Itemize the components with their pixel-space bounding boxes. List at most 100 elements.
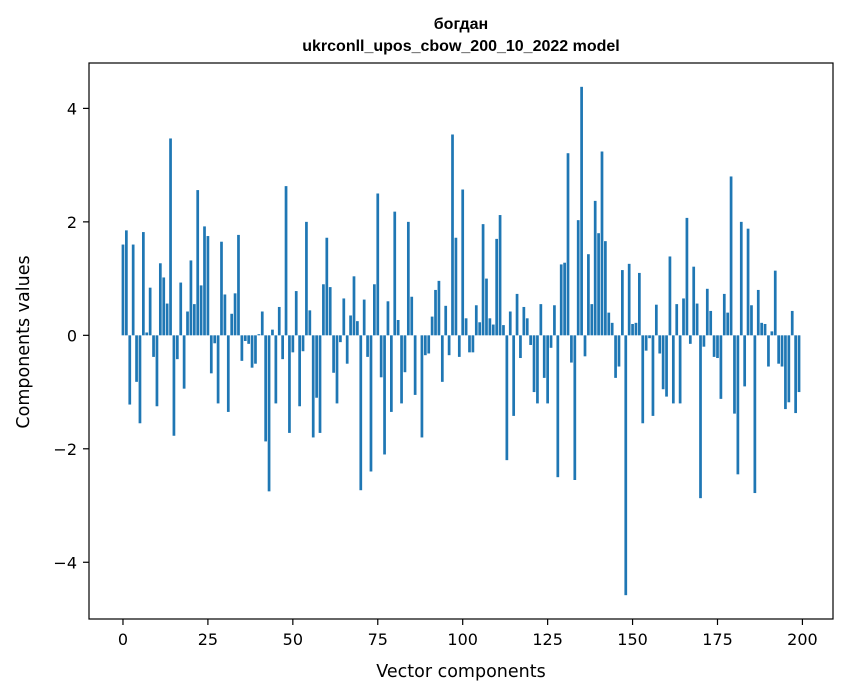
chart-title: богдан ukrconll_upos_cbow_200_10_2022 mo…	[302, 16, 619, 55]
bar-161	[668, 256, 672, 336]
bar-185	[750, 305, 753, 336]
y-axis-ticks: −4 −2 0 2 4	[53, 99, 89, 572]
bar-16	[175, 335, 179, 360]
bar-176	[719, 335, 723, 399]
bar-39	[254, 335, 257, 364]
bar-140	[597, 233, 600, 336]
bar-68	[352, 276, 356, 336]
bar-25	[206, 236, 210, 336]
bar-75	[376, 193, 380, 336]
bar-66	[345, 335, 349, 364]
bar-157	[654, 304, 658, 336]
bar-73	[369, 335, 373, 472]
bar-80	[393, 211, 397, 336]
bar-63	[335, 335, 339, 404]
bar-84	[406, 221, 410, 336]
bar-136	[583, 335, 587, 357]
bar-97	[451, 134, 454, 336]
bar-113	[505, 335, 509, 461]
bar-91	[430, 316, 434, 336]
bar-164	[678, 335, 682, 404]
bar-31	[226, 335, 230, 412]
bar-181	[736, 335, 740, 475]
bar-60	[325, 237, 329, 336]
bar-183	[743, 335, 747, 387]
bar-82	[400, 335, 403, 404]
bar-28	[216, 335, 220, 404]
bar-54	[305, 221, 308, 336]
bar-6	[142, 232, 145, 336]
bar-111	[498, 215, 502, 336]
bar-17	[179, 282, 183, 336]
bar-93	[437, 280, 441, 336]
bar-62	[332, 335, 335, 373]
bar-124	[542, 335, 546, 378]
bar-98	[454, 237, 458, 336]
bar-191	[770, 331, 774, 336]
bar-30	[223, 294, 227, 336]
bar-26	[209, 335, 213, 374]
bar-168	[692, 266, 696, 336]
bar-182	[739, 221, 743, 336]
bar-11	[158, 263, 162, 336]
bar-144	[610, 322, 614, 336]
bar-71	[362, 299, 366, 336]
bar-34	[237, 234, 240, 336]
bar-150	[631, 323, 634, 336]
bar-173	[709, 310, 713, 336]
bar-148	[624, 335, 628, 596]
y-tick-label: 2	[67, 213, 77, 232]
bar-123	[539, 304, 543, 336]
chart-title-line-1: богдан	[434, 16, 488, 33]
bar-130	[563, 262, 566, 336]
y-tick-label: 0	[67, 326, 77, 345]
bar-152	[638, 272, 641, 336]
bar-47	[281, 335, 284, 360]
bar-108	[488, 318, 492, 336]
bar-153	[641, 335, 645, 424]
bar-18	[182, 335, 186, 389]
bar-83	[403, 335, 407, 373]
bar-116	[515, 293, 519, 336]
bar-36	[243, 335, 247, 341]
bar-102	[468, 335, 471, 353]
bar-194	[780, 335, 784, 367]
bar-79	[390, 335, 393, 412]
bar-23	[199, 285, 203, 336]
bar-52	[298, 335, 301, 407]
bar-7	[145, 332, 149, 336]
bar-110	[495, 238, 499, 336]
bar-122	[536, 335, 539, 404]
bar-19	[186, 311, 189, 336]
bar-138	[590, 304, 594, 336]
bar-190	[767, 335, 770, 367]
bar-42	[264, 335, 268, 442]
bar-48	[284, 186, 288, 336]
bar-0	[121, 244, 125, 336]
bar-151	[634, 322, 638, 336]
bar-21	[192, 304, 196, 336]
bar-169	[695, 303, 699, 336]
bar-141	[600, 151, 604, 336]
bar-106	[481, 224, 485, 336]
bar-72	[366, 335, 369, 357]
bar-193	[777, 335, 780, 364]
bar-99	[457, 335, 461, 357]
bar-40	[257, 334, 261, 336]
bar-184	[746, 228, 750, 336]
bar-117	[519, 335, 522, 359]
bar-89	[423, 335, 427, 356]
bar-9	[152, 335, 155, 357]
x-tick-label: 200	[787, 630, 818, 649]
y-tick-label: −4	[53, 553, 77, 572]
x-axis-label: Vector components	[376, 662, 545, 682]
bar-149	[627, 263, 631, 336]
bar-160	[665, 335, 668, 397]
bar-189	[763, 323, 767, 336]
bar-24	[203, 226, 206, 336]
bar-61	[328, 287, 332, 336]
bar-77	[383, 335, 386, 455]
bar-103	[471, 335, 475, 353]
y-tick-label: 4	[67, 99, 77, 118]
bar-38	[250, 335, 254, 368]
